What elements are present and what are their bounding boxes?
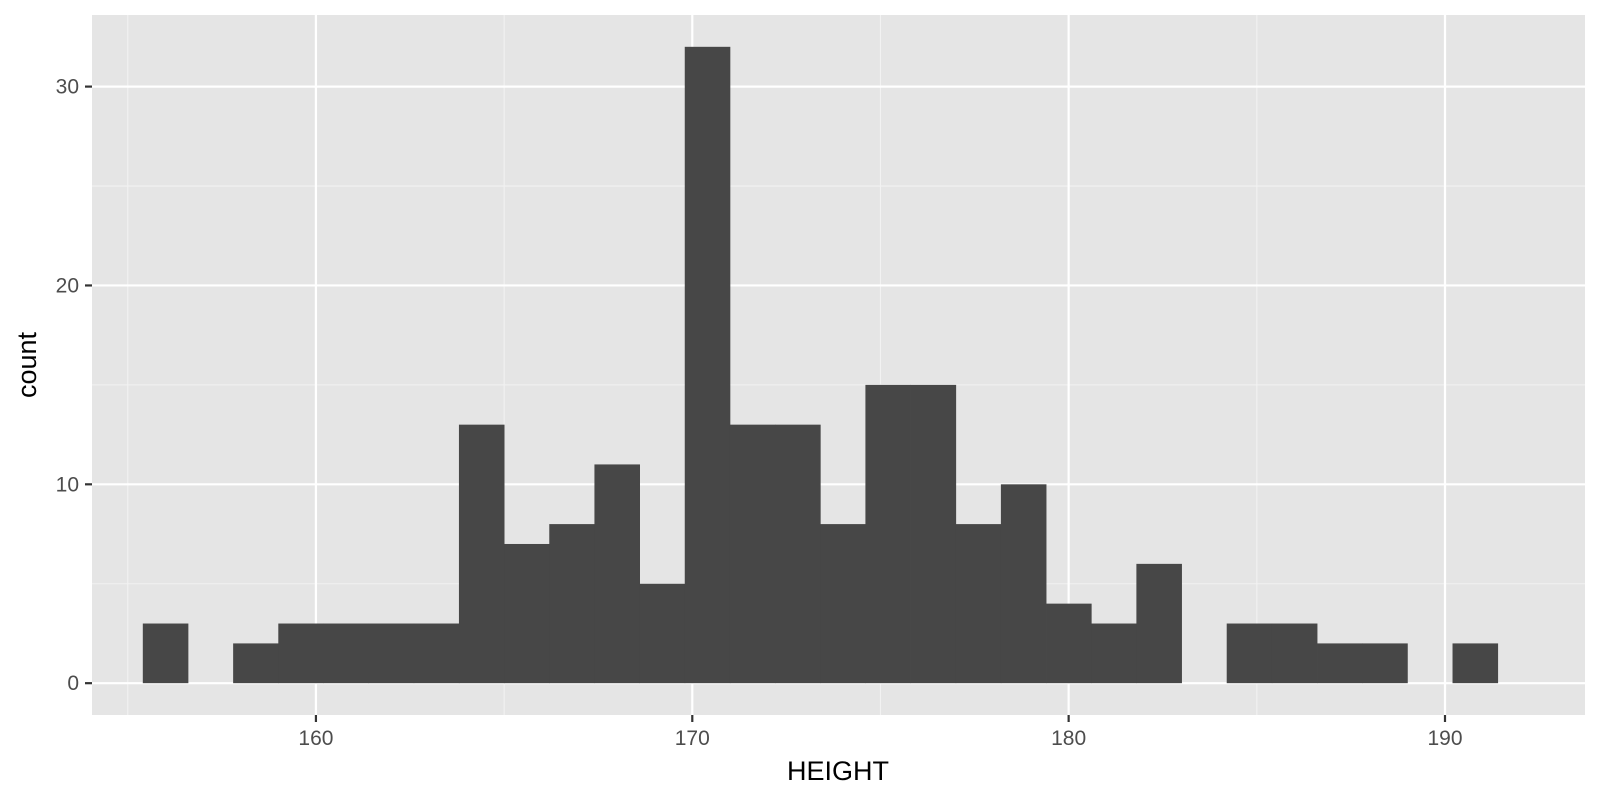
x-tick-label: 180 xyxy=(1051,727,1086,750)
histogram-bar xyxy=(368,623,415,684)
histogram-bar xyxy=(1271,623,1318,684)
histogram-bar xyxy=(142,623,189,684)
histogram-bar xyxy=(820,524,866,684)
histogram-bar xyxy=(955,524,1002,684)
y-tick-label: 30 xyxy=(56,76,79,99)
histogram-bar xyxy=(775,424,821,684)
histogram-bar xyxy=(910,384,957,684)
histogram-bar xyxy=(233,643,279,684)
histogram-bar xyxy=(413,623,460,684)
x-tick-label: 170 xyxy=(675,727,710,750)
histogram-bar xyxy=(1000,484,1047,684)
minor-gridlines xyxy=(92,15,1585,715)
histogram-bar xyxy=(549,524,595,684)
histogram-bar xyxy=(1362,643,1408,684)
histogram-bar xyxy=(1226,623,1273,684)
x-tick-label: 190 xyxy=(1427,727,1462,750)
histogram-bar xyxy=(1317,643,1363,684)
histogram-bar xyxy=(684,46,731,684)
histogram-bars xyxy=(142,46,1499,684)
histogram-bar xyxy=(865,384,911,684)
histogram-bar xyxy=(1091,623,1137,684)
histogram-bar xyxy=(278,623,324,684)
y-tick-label: 0 xyxy=(67,672,79,695)
histogram-bar xyxy=(1046,603,1092,684)
histogram-bar xyxy=(729,424,776,684)
x-axis: 160 170 180 190 xyxy=(298,715,1463,750)
histogram-bar xyxy=(1136,563,1182,684)
histogram-bar xyxy=(323,623,370,684)
histogram-bar xyxy=(594,464,640,684)
histogram-bar xyxy=(504,543,550,684)
histogram-bar xyxy=(458,424,505,684)
y-axis: 0 10 20 30 xyxy=(56,76,92,695)
x-tick-label: 160 xyxy=(298,727,333,750)
y-axis-title: count xyxy=(12,331,42,398)
x-axis-title: HEIGHT xyxy=(787,756,889,786)
y-tick-label: 10 xyxy=(56,473,79,496)
y-tick-label: 20 xyxy=(56,274,79,297)
histogram-bar xyxy=(1452,643,1499,684)
histogram-bar xyxy=(639,583,686,684)
